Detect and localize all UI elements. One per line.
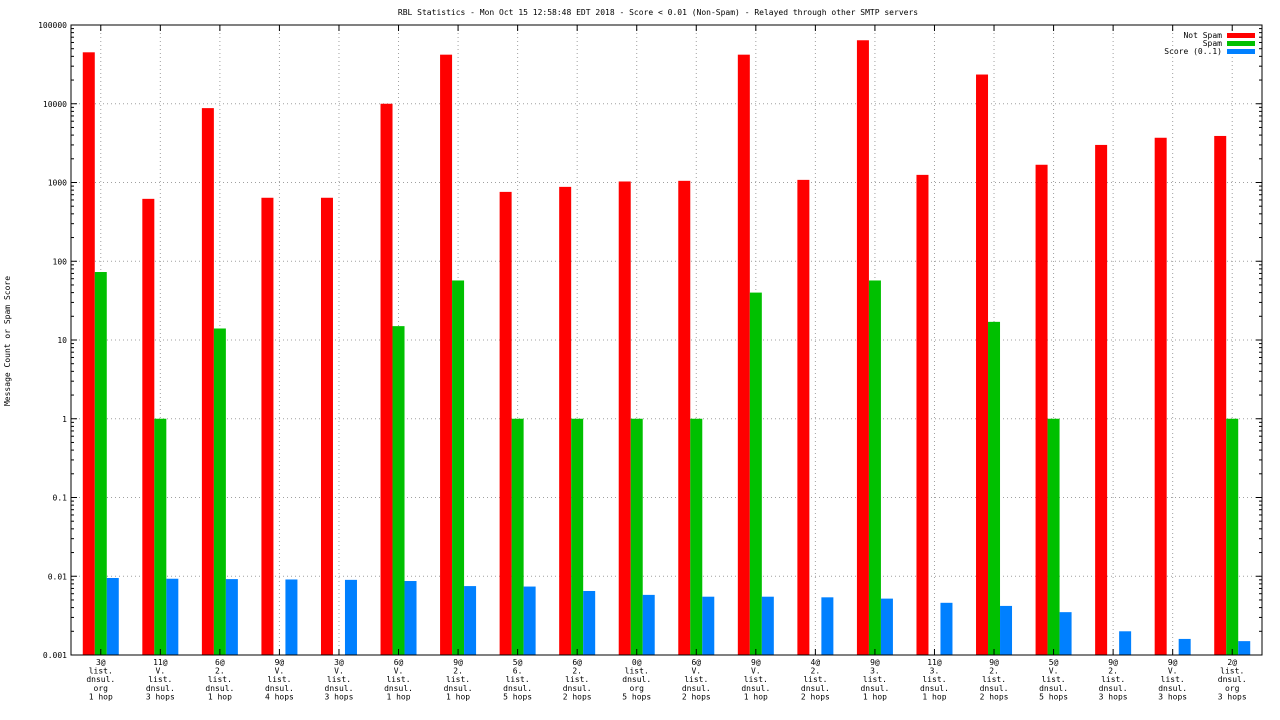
x-tick-label: 6@ V. list. dnsul. 2 hops [682,658,711,701]
y-tick-label: 0.001 [43,651,67,660]
bar-score-0-1 [761,596,774,655]
bar-score-0-1 [1000,605,1013,655]
x-tick-label: 9@ 3. list. dnsul. 1 hop [860,658,889,701]
y-tick-label: 100000 [38,21,67,30]
bar-spam [749,292,762,655]
y-tick-label: 10 [57,336,67,345]
x-tick-label: 3@ list. dnsul. org 1 hop [86,658,115,701]
bar-score-0-1 [1119,631,1132,655]
bar-not-spam [440,54,453,655]
bar-spam [1047,418,1060,655]
x-tick-label: 9@ 2. list. dnsul. 2 hops [980,658,1009,701]
bar-spam [571,418,584,655]
bar-not-spam [976,74,989,656]
bar-not-spam [797,179,810,656]
y-axis-label: Message Count or Spam Score [3,276,12,406]
bar-spam [392,326,405,655]
bar-score-0-1 [1238,641,1251,655]
x-tick-label: 6@ 2. list. dnsul. 2 hops [563,658,592,701]
x-tick-label: 9@ 2. list. dnsul. 3 hops [1099,658,1128,701]
bar-score-0-1 [702,596,715,655]
x-tick-label: 11@ 3. list. dnsul. 1 hop [920,658,949,701]
y-tick-label: 0.01 [48,572,67,581]
bar-score-0-1 [583,590,596,655]
bar-not-spam [499,191,512,655]
x-tick-label: 2@ list. dnsul. org 3 hops [1218,658,1247,701]
y-tick-label: 10000 [43,100,67,109]
bars [82,40,1251,656]
y-tick-label: 1 [62,415,67,424]
bar-score-0-1 [821,597,834,655]
bar-score-0-1 [285,579,298,655]
x-tick-label: 9@ 2. list. dnsul. 1 hop [444,658,473,701]
bar-score-0-1 [404,581,417,655]
chart-title: RBL Statistics - Mon Oct 15 12:58:48 EDT… [398,8,918,17]
bar-not-spam [1214,135,1227,655]
x-tick-label: 0@ list. dnsul. org 5 hops [622,658,651,701]
bar-spam [868,280,881,655]
x-tick-label: 11@ V. list. dnsul. 3 hops [146,658,175,701]
x-tick-label: 5@ 6. list. dnsul. 5 hops [503,658,532,701]
bar-not-spam [261,197,274,656]
y-tick-label: 100 [53,257,68,266]
bar-spam [630,418,643,655]
bar-not-spam [856,40,869,656]
bar-not-spam [1035,164,1048,655]
bar-not-spam [380,103,393,655]
bar-score-0-1 [1059,612,1072,655]
bar-score-0-1 [464,586,477,655]
grid-lines [71,25,1262,655]
legend-label: Score (0..1) [1164,47,1222,56]
bar-score-0-1 [166,578,179,655]
bar-spam [1226,418,1239,655]
bar-not-spam [916,174,929,655]
x-tick-label: 5@ V. list. dnsul. 5 hops [1039,658,1068,701]
bar-not-spam [559,186,572,655]
legend-label: Not Spam [1183,31,1222,40]
bar-spam [988,321,1001,655]
legend-swatch [1227,41,1255,46]
bar-score-0-1 [642,594,655,655]
bar-not-spam [320,197,333,656]
bar-score-0-1 [106,578,119,655]
y-tick-label: 0.1 [53,494,68,503]
bar-spam [154,418,167,655]
bar-score-0-1 [880,598,893,655]
x-tick-label: 3@ V. list. dnsul. 3 hops [325,658,354,701]
bar-spam [690,418,703,655]
bar-score-0-1 [940,602,953,655]
bar-not-spam [82,52,95,656]
bar-not-spam [618,181,631,655]
bar-not-spam [678,180,691,655]
legend-swatch [1227,49,1255,54]
axes: 0.001 0.01 0.1 1 10 100 1000 10000 100000 3@ list.… [38,21,1263,701]
bar-spam [213,328,226,655]
bar-spam [452,280,465,655]
bar-not-spam [737,54,750,655]
bar-score-0-1 [225,579,238,655]
x-tick-label: 9@ V. list. dnsul. 1 hop [741,658,770,701]
bar-score-0-1 [523,586,536,655]
y-tick-label: 1000 [48,179,67,188]
bar-not-spam [201,108,214,655]
x-tick-label: 6@ V. list. dnsul. 1 hop [384,658,413,701]
bar-not-spam [142,198,155,655]
bar-not-spam [1095,144,1108,655]
bar-not-spam [1154,137,1167,655]
x-tick-label: 4@ 2. list. dnsul. 2 hops [801,658,830,701]
bar-score-0-1 [344,579,357,655]
x-tick-label: 9@ V. list. dnsul. 3 hops [1158,658,1187,701]
plot-frame [70,24,1263,656]
bar-spam [511,418,524,655]
legend-swatch [1227,33,1255,38]
bar-spam [94,272,107,655]
bar-score-0-1 [1178,638,1191,655]
legend-label: Spam [1203,39,1222,48]
x-tick-label: 9@ V. list. dnsul. 4 hops [265,658,294,701]
x-tick-label: 6@ 2. list. dnsul. 1 hop [205,658,234,701]
